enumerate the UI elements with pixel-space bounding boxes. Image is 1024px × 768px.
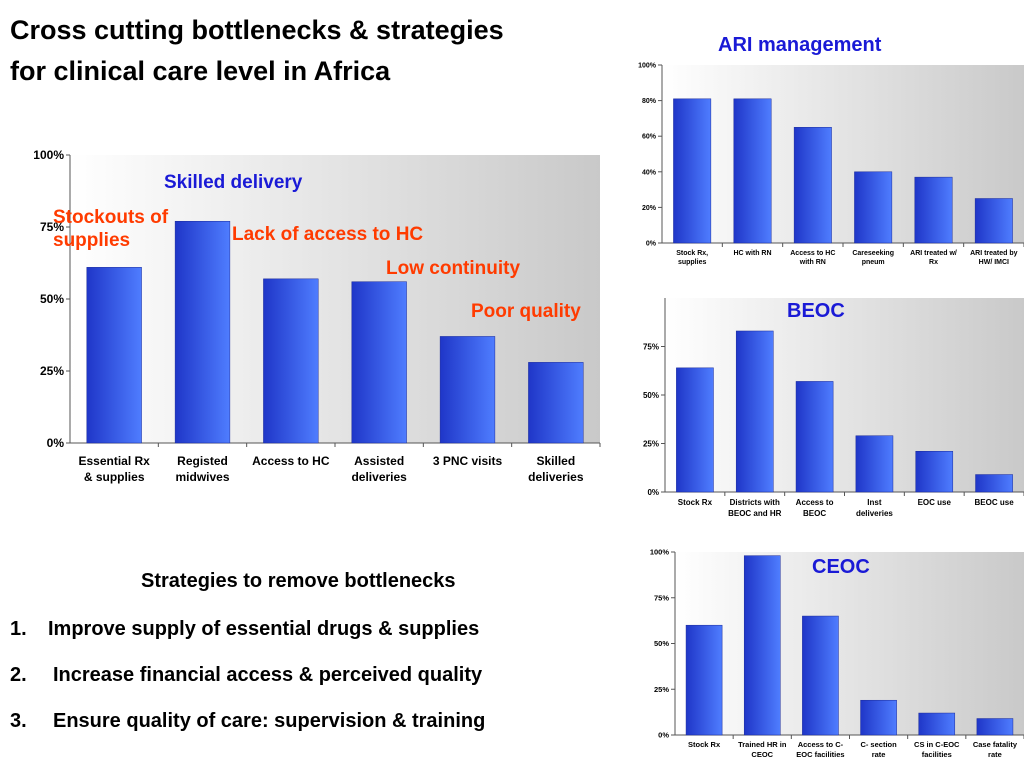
annotation-stockouts: Stockouts of supplies <box>53 206 168 252</box>
bar <box>914 176 953 244</box>
x-tick-label: Inst deliveries <box>856 498 893 518</box>
x-tick-label: Access to BEOC <box>796 498 834 518</box>
bar <box>174 220 231 444</box>
y-tick-label: 75% <box>40 220 64 234</box>
x-tick-label: Careseeking pneum <box>852 250 894 266</box>
x-tick-label: HC with RN <box>733 250 771 257</box>
x-tick-label: Access to C-EOC facilities <box>796 740 844 759</box>
x-tick-label: 3 PNC visits <box>433 454 503 468</box>
annotation-lack-of-access: Lack of access to HC <box>232 224 424 245</box>
y-tick-label: 0% <box>658 731 669 740</box>
title-line-2: for clinical care level in Africa <box>10 56 391 86</box>
beoc-chart: 0% 25% 50% 75% Stock Rx Districts with BEOC an… <box>643 298 1024 518</box>
plot-area <box>662 65 1024 243</box>
bar <box>263 278 319 444</box>
annotation-low-continuity: Low continuity <box>386 258 521 279</box>
main-bottleneck-chart: 0% 25% 50% 75% 100% Essential Rx & supplies Reg… <box>33 148 601 484</box>
y-tick-label: 25% <box>654 685 669 694</box>
y-tick-label: 0% <box>647 488 659 497</box>
y-tick-label: 40% <box>642 169 657 176</box>
strategy-number: 1. <box>10 618 27 640</box>
bar <box>915 451 954 493</box>
x-tick-label: EOC use <box>918 498 952 507</box>
x-tick-label: Districts with BEOC and HR <box>728 498 782 518</box>
strategy-item: 2. Increase financial access & perceived … <box>10 664 482 687</box>
bar <box>976 718 1014 736</box>
x-tick-label: Assisted deliveries <box>351 454 407 484</box>
x-tick-label: Stock Rx, supplies <box>676 250 708 266</box>
y-tick-label: 80% <box>642 98 657 105</box>
x-tick-label: Case fatality rate <box>973 740 1018 759</box>
y-tick-label: 0% <box>646 240 657 247</box>
annotation-stockouts-line1: Stockouts of <box>53 207 169 228</box>
x-tick-label: Stock Rx <box>678 498 713 507</box>
annotation-stockouts-line2: supplies <box>53 230 131 251</box>
ceoc-chart-title: CEOC <box>812 556 870 578</box>
bar <box>855 435 894 493</box>
strategy-text: Ensure quality of care: supervision & tr… <box>53 710 486 732</box>
bar <box>439 336 496 444</box>
bar <box>733 98 772 244</box>
bar <box>854 171 893 244</box>
plot-area <box>665 298 1024 492</box>
bar <box>860 699 897 736</box>
y-tick-label: 25% <box>643 439 659 448</box>
x-tick-label: Essential Rx & supplies <box>78 454 150 484</box>
strategies-heading: Strategies to remove bottlenecks <box>141 570 456 592</box>
y-tick-label: 0% <box>47 436 65 450</box>
page-title: Cross cutting bottlenecks & strategies f… <box>10 10 610 92</box>
bar <box>743 555 781 736</box>
annotation-skilled-delivery: Skilled delivery <box>164 172 303 193</box>
bar <box>975 474 1013 493</box>
y-tick-label: 100% <box>638 62 657 69</box>
x-tick-label: BEOC use <box>975 498 1015 507</box>
strategy-item: 3. Ensure quality of care: supervision & … <box>10 710 485 733</box>
bar <box>685 624 723 736</box>
x-tick-label: Trained HR in CEOC <box>738 740 787 759</box>
plot-area <box>70 155 600 443</box>
strategy-number: 3. <box>10 710 27 732</box>
plot-area <box>675 552 1024 735</box>
bar <box>528 362 584 444</box>
x-tick-label: Registed midwives <box>175 454 229 484</box>
strategy-text: Improve supply of essential drugs & supp… <box>48 618 480 640</box>
x-tick-label: Access to HC with RN <box>790 250 835 266</box>
bar <box>676 367 714 493</box>
annotation-poor-quality: Poor quality <box>471 301 581 322</box>
y-tick-label: 75% <box>643 342 659 351</box>
ari-management-chart: 0% 20% 40% 60% 80% 100% Stock Rx, supplies HC wi… <box>638 62 1024 266</box>
x-tick-label: C- section rate <box>860 740 897 759</box>
title-line-1: Cross cutting bottlenecks & strategies <box>10 15 504 45</box>
strategy-item: 1. Improve supply of essential drugs & su… <box>10 618 479 641</box>
beoc-chart-title: BEOC <box>787 300 845 322</box>
x-tick-label: CS in C-EOC facilities <box>914 740 960 759</box>
bar <box>795 381 834 493</box>
y-tick-label: 50% <box>643 391 659 400</box>
strategy-text: Increase financial access & perceived qu… <box>53 664 483 686</box>
y-tick-label: 25% <box>40 364 64 378</box>
ceoc-chart: 0% 25% 50% 75% 100% Stock Rx Trained HR in CEOC… <box>650 548 1024 759</box>
x-tick-label: ARI treated w/Rx <box>910 250 957 266</box>
strategy-number: 2. <box>10 664 27 686</box>
bar <box>351 281 407 444</box>
bar <box>86 267 142 444</box>
y-tick-label: 100% <box>650 548 670 557</box>
bar <box>673 98 712 244</box>
x-tick-label: ARI treated by HW/ IMCI <box>970 250 1018 266</box>
y-tick-label: 20% <box>642 205 657 212</box>
bar <box>974 198 1013 244</box>
y-tick-label: 50% <box>40 292 64 306</box>
bar <box>793 127 832 244</box>
bar <box>918 712 956 736</box>
y-tick-label: 75% <box>654 593 669 602</box>
y-tick-label: 60% <box>642 134 657 141</box>
x-tick-label: Access to HC <box>252 454 330 468</box>
y-tick-label: 50% <box>654 639 669 648</box>
x-tick-label: Skilled deliveries <box>528 454 584 484</box>
bar <box>802 615 839 736</box>
bar <box>735 330 774 493</box>
x-tick-label: Stock Rx <box>688 740 721 749</box>
y-tick-label: 100% <box>33 148 64 162</box>
ari-chart-title: ARI management <box>718 34 882 56</box>
